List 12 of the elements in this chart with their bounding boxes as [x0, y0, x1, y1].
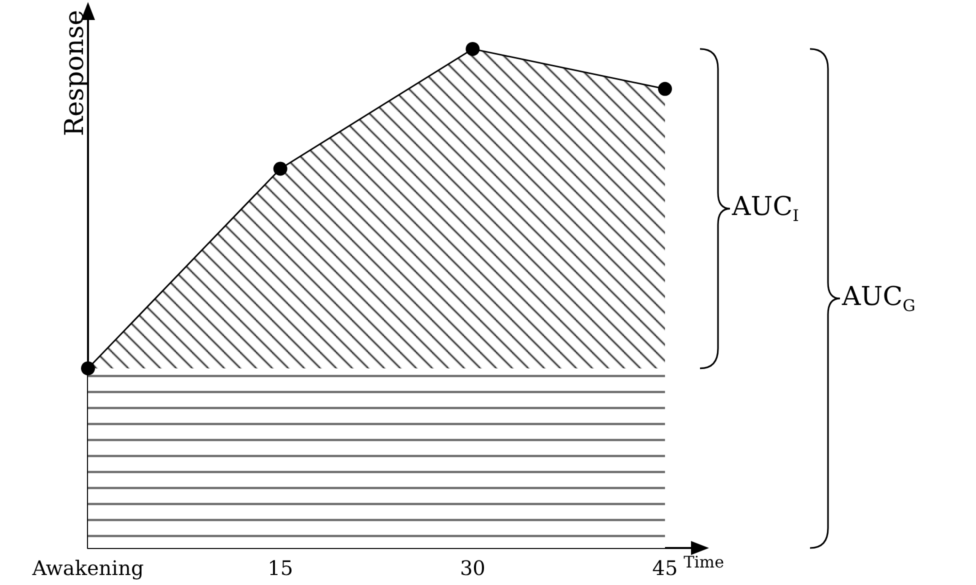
x-tick-label: 15 — [268, 556, 294, 580]
point — [81, 361, 95, 376]
point — [658, 82, 672, 96]
x-tick-label: Awakening — [31, 556, 144, 580]
x-tick-label: 30 — [460, 556, 486, 580]
point — [466, 42, 480, 56]
text: AUC$_{I}$ — [732, 192, 799, 226]
x-axis-title: Time — [684, 552, 724, 572]
point — [273, 162, 288, 176]
text: AUC$_{G}$ — [842, 282, 916, 316]
y-axis-title: Response — [60, 10, 90, 136]
x-tick-label: 45 — [652, 556, 678, 580]
